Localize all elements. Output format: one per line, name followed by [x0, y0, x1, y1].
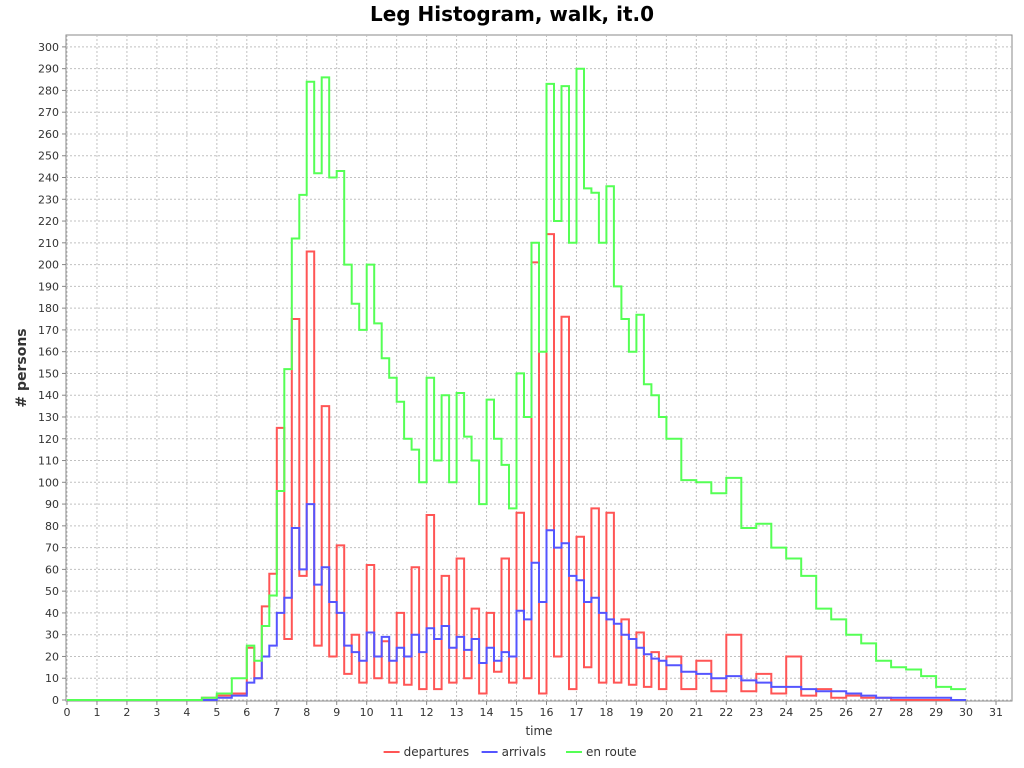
legend: departures arrivals en route: [383, 745, 637, 759]
legend-label-departures: departures: [404, 745, 470, 759]
x-tick-label: 21: [689, 706, 703, 719]
y-tick-label: 170: [38, 324, 59, 337]
x-tick-label: 20: [659, 706, 673, 719]
series-line-arrivals: [67, 503, 966, 701]
x-tick-label: 9: [333, 706, 340, 719]
x-tick-label: 27: [869, 706, 883, 719]
y-tick-label: 280: [38, 84, 59, 97]
chart-title: Leg Histogram, walk, it.0: [370, 2, 654, 26]
x-tick-label: 8: [303, 706, 310, 719]
x-tick-label: 18: [599, 706, 613, 719]
x-tick-label: 11: [390, 706, 404, 719]
x-tick-label: 24: [779, 706, 793, 719]
y-tick-label: 40: [45, 607, 59, 620]
y-tick-label: 190: [38, 280, 59, 293]
x-tick-label: 17: [569, 706, 583, 719]
grid-lines: [66, 35, 1012, 701]
y-tick-label: 0: [52, 694, 59, 707]
x-tick-label: 31: [989, 706, 1003, 719]
x-tick-label: 25: [809, 706, 823, 719]
y-tick-label: 160: [38, 346, 59, 359]
x-tick-label: 30: [959, 706, 973, 719]
y-tick-label: 100: [38, 476, 59, 489]
y-tick-label: 120: [38, 433, 59, 446]
y-tick-label: 110: [38, 455, 59, 468]
y-axis-label: # persons: [14, 328, 30, 407]
y-tick-label: 300: [38, 41, 59, 54]
x-tick-label: 7: [273, 706, 280, 719]
x-tick-label: 1: [93, 706, 100, 719]
y-tick-label: 220: [38, 215, 59, 228]
x-tick-label: 13: [450, 706, 464, 719]
y-tick-label: 140: [38, 389, 59, 402]
x-tick-label: 23: [749, 706, 763, 719]
y-tick-label: 200: [38, 259, 59, 272]
y-tick-label: 250: [38, 150, 59, 163]
y-tick-label: 180: [38, 302, 59, 315]
x-tick-label: 10: [360, 706, 374, 719]
y-tick-label: 270: [38, 106, 59, 119]
y-tick-label: 90: [45, 498, 59, 511]
series-line-en-route: [67, 67, 966, 701]
x-tick-label: 3: [153, 706, 160, 719]
x-axis-label: time: [525, 724, 552, 738]
y-tick-label: 30: [45, 629, 59, 642]
x-tick-label: 0: [64, 706, 71, 719]
y-tick-label: 260: [38, 128, 59, 141]
y-tick-label: 210: [38, 237, 59, 250]
x-tick-label: 29: [929, 706, 943, 719]
x-tick-label: 15: [510, 706, 524, 719]
x-tick-label: 26: [839, 706, 853, 719]
y-tick-label: 230: [38, 193, 59, 206]
x-tick-label: 28: [899, 706, 913, 719]
x-tick-label: 19: [629, 706, 643, 719]
y-tick-label: 290: [38, 63, 59, 76]
x-tick-label: 4: [183, 706, 190, 719]
x-tick-label: 14: [480, 706, 494, 719]
y-tick-label: 80: [45, 520, 59, 533]
y-tick-label: 150: [38, 367, 59, 380]
x-tick-label: 22: [719, 706, 733, 719]
y-tick-label: 50: [45, 585, 59, 598]
x-tick-label: 16: [539, 706, 553, 719]
x-tick-label: 2: [123, 706, 130, 719]
x-tick-label: 5: [213, 706, 220, 719]
legend-label-en-route: en route: [586, 745, 637, 759]
y-tick-label: 130: [38, 411, 59, 424]
series-layer: [67, 67, 966, 701]
y-tick-label: 240: [38, 172, 59, 185]
legend-label-arrivals: arrivals: [502, 745, 546, 759]
y-tick-label: 10: [45, 672, 59, 685]
x-tick-label: 6: [243, 706, 250, 719]
axes: 0 1 2 3 4 5 6 7 8 9 10 11 12 13 14 15 16 17 18 19 20 21 22 23 24…: [38, 41, 1003, 719]
y-tick-label: 70: [45, 542, 59, 555]
y-tick-label: 20: [45, 650, 59, 663]
y-tick-label: 60: [45, 563, 59, 576]
x-tick-label: 12: [420, 706, 434, 719]
